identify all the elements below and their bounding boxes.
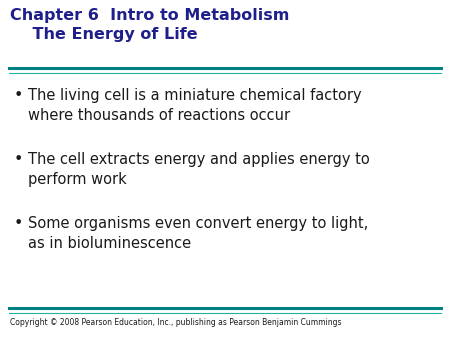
Text: Chapter 6  Intro to Metabolism
    The Energy of Life: Chapter 6 Intro to Metabolism The Energy… [10, 8, 289, 42]
Text: The living cell is a miniature chemical factory
where thousands of reactions occ: The living cell is a miniature chemical … [28, 88, 362, 123]
Text: •: • [14, 216, 23, 231]
Text: •: • [14, 152, 23, 167]
Text: •: • [14, 88, 23, 103]
Text: Copyright © 2008 Pearson Education, Inc., publishing as Pearson Benjamin Cumming: Copyright © 2008 Pearson Education, Inc.… [10, 318, 342, 327]
Text: The cell extracts energy and applies energy to
perform work: The cell extracts energy and applies ene… [28, 152, 370, 187]
Text: Some organisms even convert energy to light,
as in bioluminescence: Some organisms even convert energy to li… [28, 216, 368, 251]
